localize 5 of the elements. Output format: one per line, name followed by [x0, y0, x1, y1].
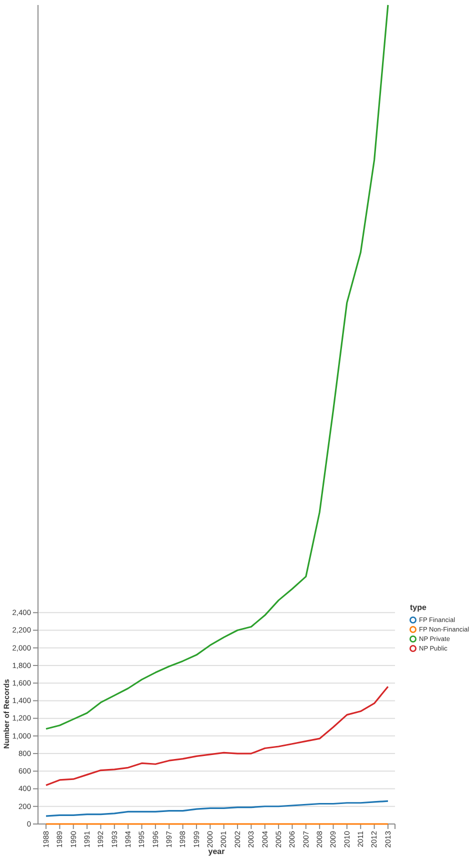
- line-series: [45, 4, 389, 730]
- x-axis-title: year: [208, 847, 225, 856]
- line-series: [45, 800, 389, 817]
- line-series: [45, 686, 389, 786]
- legend-title: type: [410, 603, 427, 612]
